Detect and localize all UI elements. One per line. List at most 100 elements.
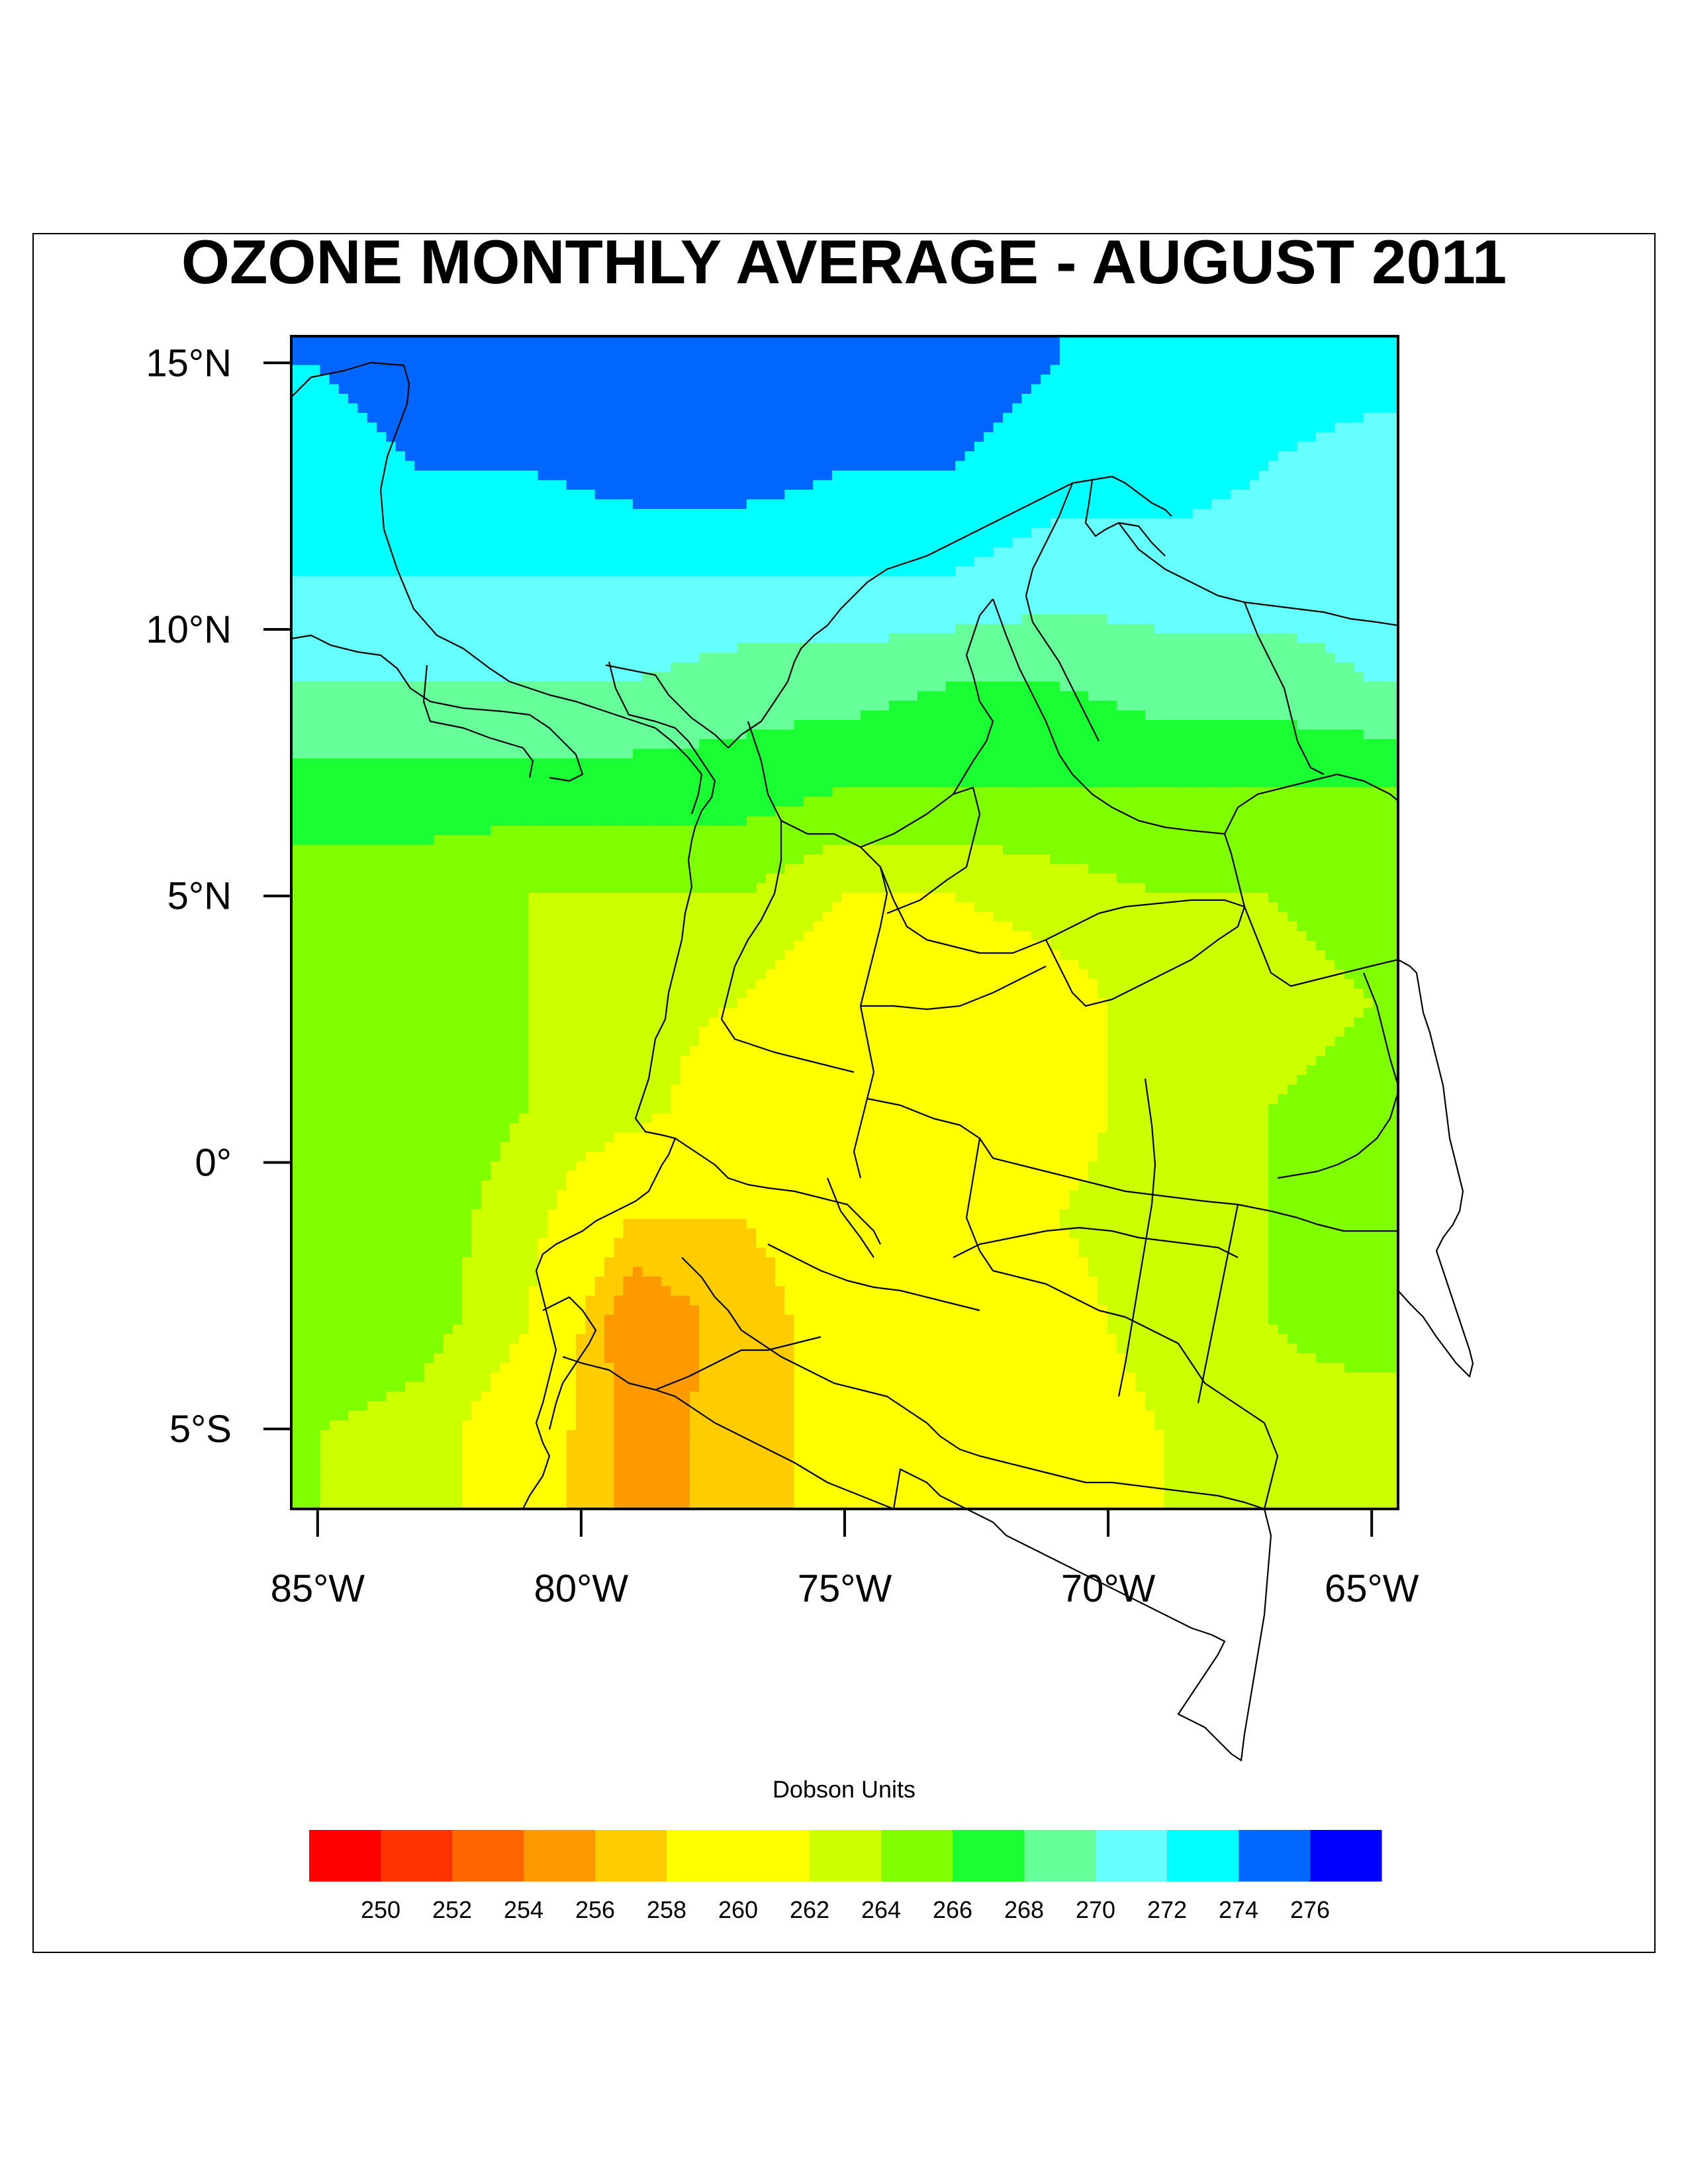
contour-cell bbox=[1183, 633, 1194, 644]
contour-cell bbox=[1391, 375, 1398, 385]
contour-cell bbox=[671, 461, 681, 471]
contour-cell bbox=[1116, 365, 1127, 375]
contour-cell bbox=[519, 604, 530, 615]
contour-cell bbox=[822, 336, 833, 347]
contour-cell bbox=[471, 422, 482, 433]
contour-cell bbox=[784, 604, 795, 615]
contour-cell bbox=[936, 586, 947, 596]
contour-cell bbox=[1021, 710, 1032, 721]
contour-cell bbox=[841, 394, 852, 404]
contour-cell bbox=[452, 480, 463, 490]
contour-cell bbox=[1078, 710, 1089, 721]
contour-cell bbox=[888, 355, 900, 366]
contour-cell bbox=[338, 557, 349, 567]
contour-cell bbox=[651, 557, 662, 567]
contour-cell bbox=[395, 441, 406, 452]
contour-cell bbox=[1221, 490, 1231, 500]
contour-cell bbox=[689, 365, 700, 375]
contour-cell bbox=[1230, 643, 1241, 654]
contour-cell bbox=[329, 586, 340, 596]
contour-cell bbox=[888, 394, 900, 404]
contour-cell bbox=[727, 719, 738, 731]
contour-cell bbox=[927, 528, 937, 539]
contour-cell bbox=[1050, 719, 1060, 731]
contour-cell bbox=[689, 518, 700, 529]
contour-cell bbox=[661, 739, 672, 750]
contour-cell bbox=[1221, 547, 1231, 558]
contour-cell bbox=[538, 633, 548, 644]
contour-cell bbox=[1059, 557, 1070, 567]
contour-cell bbox=[964, 691, 975, 702]
contour-cell bbox=[1050, 499, 1060, 510]
contour-cell bbox=[737, 471, 747, 481]
contour-cell bbox=[500, 365, 510, 375]
contour-cell bbox=[964, 384, 975, 394]
contour-cell bbox=[1315, 365, 1326, 375]
contour-cell bbox=[320, 537, 330, 548]
contour-cell bbox=[794, 451, 804, 462]
contour-cell bbox=[377, 633, 387, 644]
contour-cell bbox=[500, 490, 510, 500]
contour-cell bbox=[1164, 518, 1174, 529]
contour-cell bbox=[1354, 441, 1364, 452]
contour-cell bbox=[1126, 586, 1137, 596]
contour-cell bbox=[1031, 567, 1042, 577]
contour-cell bbox=[727, 490, 738, 500]
contour-cell bbox=[1107, 567, 1117, 577]
contour-cell bbox=[1154, 604, 1165, 615]
contour-cell bbox=[746, 413, 757, 424]
contour-cell bbox=[784, 422, 795, 433]
contour-cell bbox=[414, 422, 425, 433]
contour-cell bbox=[936, 490, 947, 500]
contour-cell bbox=[414, 672, 425, 682]
contour-cell bbox=[367, 643, 377, 654]
contour-cell bbox=[708, 662, 719, 673]
contour-cell bbox=[575, 729, 586, 740]
contour-cell bbox=[301, 586, 311, 596]
contour-cell bbox=[1230, 365, 1241, 375]
contour-cell bbox=[1315, 719, 1326, 731]
contour-cell bbox=[888, 518, 900, 529]
contour-cell bbox=[395, 710, 406, 721]
contour-cell bbox=[1297, 729, 1307, 740]
contour-cell bbox=[614, 643, 624, 654]
contour-cell bbox=[1335, 691, 1345, 702]
contour-cell bbox=[557, 729, 567, 740]
contour-cell bbox=[462, 403, 473, 414]
contour-cell bbox=[1173, 375, 1184, 385]
contour-cell bbox=[680, 653, 690, 663]
contour-cell bbox=[547, 365, 558, 375]
contour-cell bbox=[851, 451, 861, 462]
contour-cell bbox=[310, 567, 320, 577]
contour-cell bbox=[1012, 623, 1023, 635]
contour-cell bbox=[575, 432, 586, 443]
contour-cell bbox=[623, 681, 633, 692]
contour-cell bbox=[1041, 691, 1051, 702]
contour-cell bbox=[860, 662, 871, 673]
contour-cell bbox=[367, 691, 377, 702]
contour-cell bbox=[1002, 422, 1013, 433]
contour-cell bbox=[803, 422, 814, 433]
contour-cell bbox=[718, 518, 729, 529]
contour-cell bbox=[936, 710, 947, 721]
contour-cell bbox=[585, 739, 596, 750]
contour-cell bbox=[443, 700, 453, 711]
contour-cell bbox=[291, 719, 302, 731]
contour-cell bbox=[1126, 700, 1137, 711]
contour-cell bbox=[585, 576, 596, 586]
contour-cell bbox=[746, 336, 757, 347]
contour-cell bbox=[964, 653, 975, 663]
contour-cell bbox=[651, 681, 662, 692]
contour-cell bbox=[765, 528, 776, 539]
contour-cell bbox=[794, 480, 804, 490]
contour-cell bbox=[443, 365, 453, 375]
contour-cell bbox=[357, 394, 368, 404]
contour-cell bbox=[936, 432, 947, 443]
contour-cell bbox=[462, 557, 473, 567]
contour-cell bbox=[964, 451, 975, 462]
contour-cell bbox=[320, 672, 330, 682]
contour-cell bbox=[357, 614, 368, 625]
contour-cell bbox=[301, 480, 311, 490]
contour-cell bbox=[727, 710, 738, 721]
contour-cell bbox=[888, 729, 900, 740]
